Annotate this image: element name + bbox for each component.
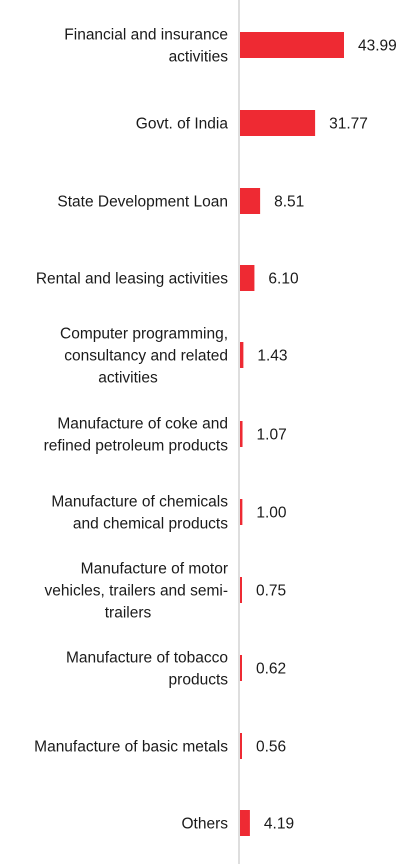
bar-9	[240, 733, 242, 759]
value-label-8: 0.62	[256, 661, 286, 678]
value-label-0: 43.99	[358, 38, 397, 55]
category-label-5-line-1: refined petroleum products	[44, 438, 229, 455]
category-label-3-line-0: Rental and leasing activities	[36, 271, 228, 288]
category-label-4-line-1: consultancy and related	[64, 348, 228, 365]
category-label-0-line-1: activities	[169, 49, 229, 66]
bar-6	[240, 499, 243, 525]
bar-10	[240, 810, 250, 836]
category-label-7-line-1: vehicles, trailers and semi-	[45, 583, 228, 600]
bar-1	[240, 110, 316, 136]
category-label-4-line-0: Computer programming,	[60, 326, 228, 343]
bar-4	[240, 342, 244, 368]
category-label-5-line-0: Manufacture of coke and	[57, 416, 228, 433]
value-label-5: 1.07	[257, 427, 287, 444]
category-label-1-line-0: Govt. of India	[136, 116, 229, 133]
value-label-7: 0.75	[256, 583, 286, 600]
bar-7	[240, 577, 242, 603]
category-label-6-line-1: and chemical products	[73, 516, 228, 533]
bar-0	[240, 32, 344, 58]
category-label-9-line-0: Manufacture of basic metals	[34, 739, 228, 756]
category-label-7-line-2: trailers	[105, 605, 152, 622]
value-label-10: 4.19	[264, 816, 294, 833]
category-label-8-line-1: products	[169, 672, 229, 689]
category-label-10-line-0: Others	[181, 816, 228, 833]
category-label-8-line-0: Manufacture of tobacco	[66, 650, 228, 667]
bar-8	[240, 655, 242, 681]
value-label-2: 8.51	[274, 194, 304, 211]
bars-layer	[240, 32, 344, 836]
value-label-9: 0.56	[256, 739, 286, 756]
category-label-7-line-0: Manufacture of motor	[81, 561, 228, 578]
value-label-1: 31.77	[329, 116, 368, 133]
bar-3	[240, 265, 255, 291]
labels-layer: 43.99 Financial and insurance activities 31…	[34, 27, 397, 833]
category-label-4-line-2: activities	[98, 370, 158, 387]
category-label-2-line-0: State Development Loan	[57, 194, 228, 211]
bar-2	[240, 188, 261, 214]
category-label-6-line-0: Manufacture of chemicals	[51, 494, 228, 511]
value-label-6: 1.00	[256, 505, 287, 522]
bar-5	[240, 421, 243, 447]
category-label-0-line-0: Financial and insurance	[64, 27, 228, 44]
value-label-4: 1.43	[257, 348, 287, 365]
value-label-3: 6.10	[268, 271, 299, 288]
